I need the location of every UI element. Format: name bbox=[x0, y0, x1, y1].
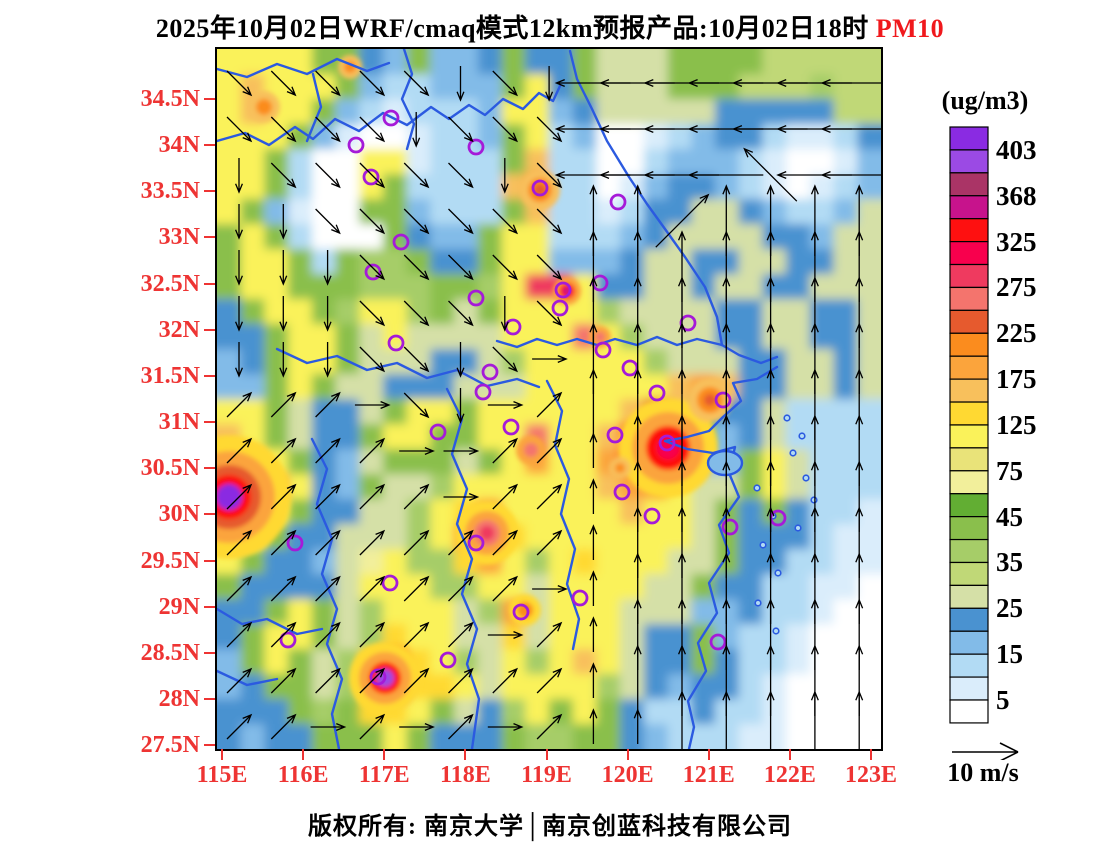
legend-value: 75 bbox=[996, 456, 1023, 486]
hotspots bbox=[217, 55, 732, 714]
province-boundaries bbox=[217, 49, 818, 749]
lat-label: 33N bbox=[158, 224, 200, 251]
lat-tick bbox=[204, 236, 215, 239]
lat-label: 33.5N bbox=[140, 178, 200, 205]
lon-label: 117E bbox=[358, 762, 410, 788]
lat-label: 27.5N bbox=[140, 732, 200, 759]
lat-label: 30.5N bbox=[140, 455, 200, 482]
lat-label: 29N bbox=[158, 593, 200, 620]
legend-colorbar bbox=[949, 126, 989, 724]
lon-label: 118E bbox=[440, 762, 491, 788]
lon-label: 120E bbox=[601, 762, 654, 788]
wind-scale-arrow bbox=[952, 742, 1019, 760]
legend-value: 45 bbox=[996, 502, 1023, 532]
copyright: 版权所有: 南京大学│南京创蓝科技有限公司 bbox=[308, 814, 792, 840]
legend-value: 35 bbox=[996, 547, 1023, 577]
lon-tick bbox=[383, 749, 386, 760]
title-text: 2025年10月02日WRF/cmaq模式12km预报产品:10月02日18时 bbox=[155, 14, 876, 43]
title-pollutant: PM10 bbox=[875, 14, 945, 43]
lon-tick bbox=[221, 749, 223, 760]
lon-tick bbox=[464, 749, 467, 760]
legend-value: 125 bbox=[996, 410, 1037, 440]
legend-value: 5 bbox=[996, 685, 1010, 715]
wind-vectors bbox=[226, 66, 881, 749]
legend-value: 368 bbox=[996, 181, 1037, 211]
legend-value: 275 bbox=[996, 272, 1037, 302]
pm10-field-svg bbox=[217, 49, 881, 749]
pm10-map bbox=[215, 47, 883, 751]
lat-label: 34N bbox=[158, 132, 200, 159]
lat-tick bbox=[204, 744, 215, 747]
legend-value: 325 bbox=[996, 227, 1037, 257]
lon-tick bbox=[788, 749, 791, 760]
lon-tick bbox=[707, 749, 710, 760]
lon-label: 116E bbox=[277, 762, 329, 788]
lat-tick bbox=[204, 467, 215, 470]
lat-tick bbox=[204, 559, 215, 562]
legend-value: 15 bbox=[996, 639, 1023, 669]
lat-tick bbox=[204, 605, 215, 608]
lat-tick bbox=[204, 697, 215, 700]
lat-tick bbox=[204, 282, 215, 285]
lon-label: 122E bbox=[763, 762, 816, 788]
lat-tick bbox=[204, 651, 215, 654]
legend-value: 403 bbox=[996, 135, 1037, 165]
lat-tick bbox=[204, 328, 215, 331]
lat-label: 34.5N bbox=[140, 86, 200, 112]
lon-tick bbox=[302, 749, 305, 760]
legend-value: 175 bbox=[996, 364, 1037, 394]
lat-label: 29.5N bbox=[140, 547, 200, 574]
lat-label: 31N bbox=[158, 409, 200, 436]
legend-value: 25 bbox=[996, 593, 1023, 623]
wind-scale-label: 10 m/s bbox=[947, 758, 1019, 787]
lat-tick bbox=[204, 98, 215, 100]
legend-value: 225 bbox=[996, 318, 1037, 348]
lat-tick bbox=[204, 374, 215, 377]
lon-tick bbox=[545, 749, 548, 760]
lat-label: 32N bbox=[158, 316, 200, 343]
lat-tick bbox=[204, 144, 215, 147]
legend-unit-label: (ug/m3) bbox=[941, 86, 1029, 115]
lat-tick bbox=[204, 190, 215, 193]
lat-tick bbox=[204, 513, 215, 516]
lon-tick bbox=[626, 749, 629, 760]
lat-label: 28.5N bbox=[140, 639, 200, 666]
page-title: 2025年10月02日WRF/cmaq模式12km预报产品:10月02日18时 … bbox=[0, 8, 1100, 45]
lon-tick bbox=[870, 749, 873, 760]
lon-label: 121E bbox=[682, 762, 735, 788]
lat-tick bbox=[204, 421, 215, 424]
lat-label: 32.5N bbox=[140, 270, 200, 297]
lat-label: 28N bbox=[158, 685, 200, 712]
lon-label: 119E bbox=[521, 762, 572, 788]
lat-label: 30N bbox=[158, 501, 200, 528]
lon-label: 123E bbox=[845, 762, 898, 788]
lon-label: 115E bbox=[196, 762, 248, 788]
lat-label: 31.5N bbox=[140, 362, 200, 389]
